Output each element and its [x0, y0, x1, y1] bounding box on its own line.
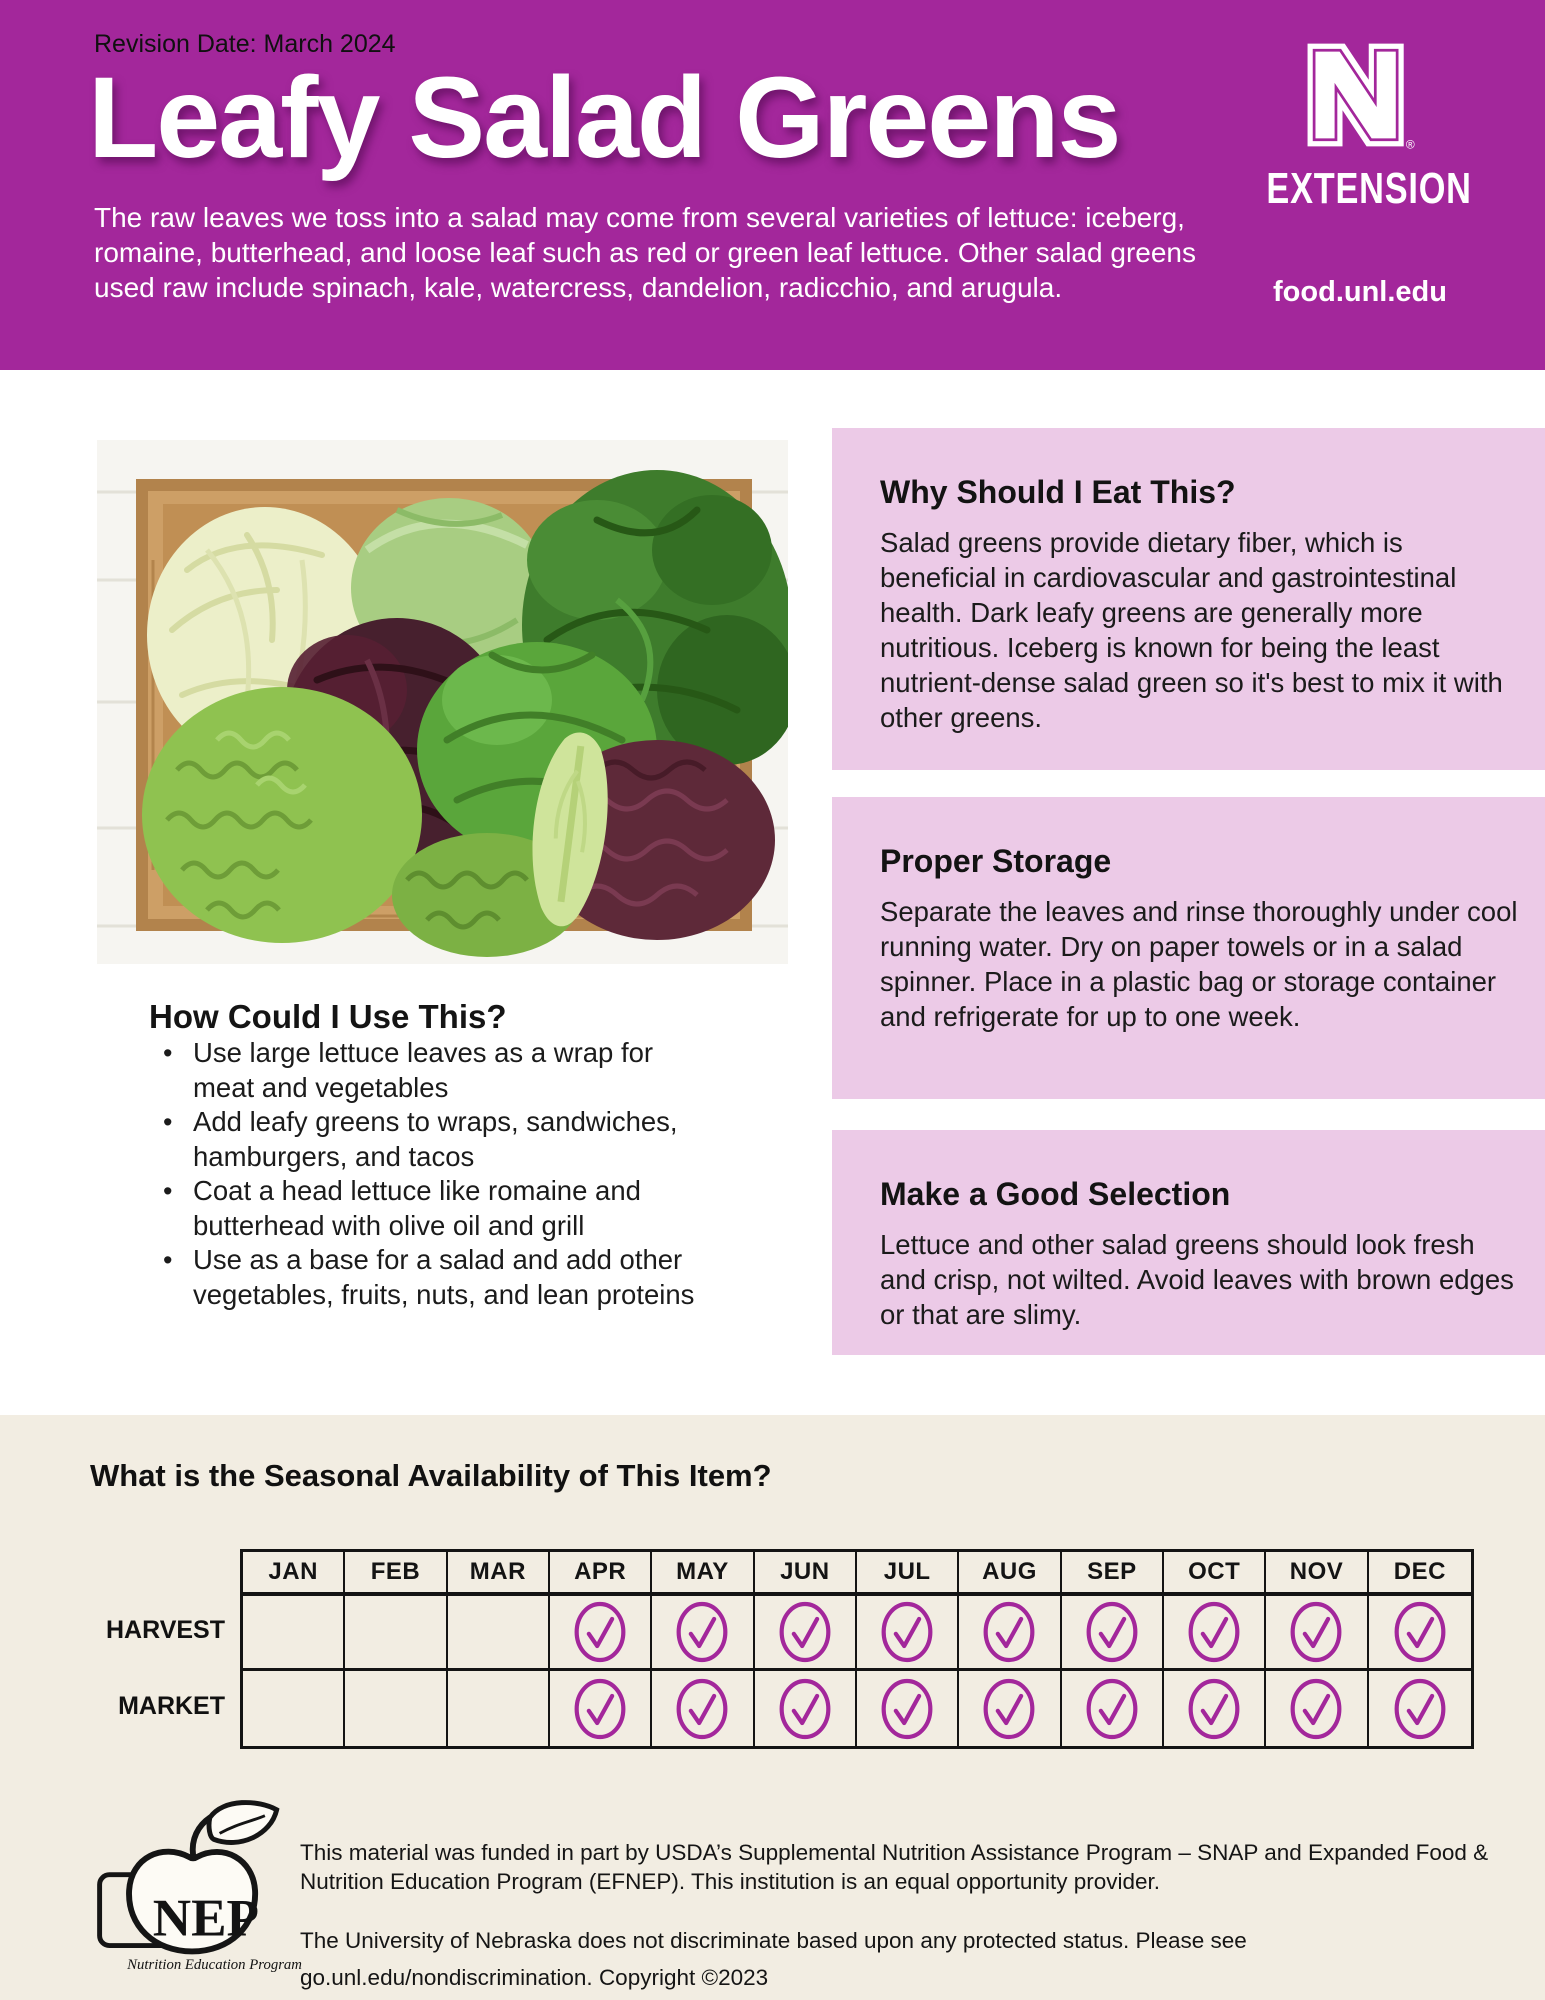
month-header-feb: FEB [345, 1552, 448, 1596]
harvest-cell-mar [447, 1596, 550, 1671]
romaine-heart [532, 732, 608, 927]
info-box-title: Why Should I Eat This? [880, 474, 1236, 510]
harvest-cell-jun [754, 1596, 857, 1671]
funding-statement: This material was funded in part by USDA… [300, 1840, 1489, 1894]
info-box-storage: Proper Storage Separate the leaves and r… [832, 797, 1545, 1099]
month-header-jan: JAN [243, 1552, 346, 1596]
market-cell-jan [243, 1671, 346, 1746]
nebraska-n-logo-icon: ® [1307, 43, 1415, 150]
market-cell-apr [550, 1671, 653, 1746]
month-header-apr: APR [550, 1552, 653, 1596]
page-title: Leafy Salad Greens [88, 54, 1121, 182]
check-icon [1188, 1601, 1240, 1663]
harvest-cell-oct [1164, 1596, 1267, 1671]
seasonal-table: JAN FEB MAR APR MAY JUN JUL AUG SEP OCT NOV DEC [240, 1549, 1474, 1749]
harvest-row-label: HARVEST [105, 1616, 225, 1644]
harvest-cell-sep [1061, 1596, 1164, 1671]
site-url: food.unl.edu [1273, 276, 1447, 308]
check-icon [1086, 1601, 1138, 1663]
check-icon [881, 1601, 933, 1663]
check-icon [1394, 1678, 1446, 1739]
header-band: Revision Date: March 2024 Leafy Salad Gr… [0, 0, 1545, 370]
market-cell-dec [1369, 1671, 1471, 1746]
usage-bullet: Use as a base for a salad and add other … [149, 1243, 701, 1312]
check-icon [574, 1601, 626, 1663]
month-header-sep: SEP [1061, 1552, 1164, 1596]
harvest-cell-jan [243, 1596, 346, 1671]
market-cell-jul [857, 1671, 960, 1746]
frisee-lettuce [142, 687, 422, 943]
seasonal-heading: What is the Seasonal Availability of Thi… [90, 1458, 772, 1493]
info-box-body: Separate the leaves and rinse thoroughly… [880, 896, 1518, 1032]
market-cell-may [652, 1671, 755, 1746]
check-icon [677, 1678, 728, 1739]
check-icon [1086, 1678, 1138, 1739]
harvest-cell-may [652, 1596, 755, 1671]
month-header-nov: NOV [1266, 1552, 1369, 1596]
month-header-oct: OCT [1164, 1552, 1267, 1596]
market-cell-sep [1062, 1671, 1164, 1746]
month-header-aug: AUG [959, 1552, 1062, 1596]
market-cell-oct [1164, 1671, 1267, 1746]
month-header-jul: JUL [857, 1552, 960, 1596]
month-header-dec: DEC [1368, 1552, 1471, 1596]
brand-block: ® EXTENSION food.unl.edu [1240, 40, 1480, 309]
usage-bullet: Coat a head lettuce like romaine and but… [149, 1174, 701, 1243]
harvest-cell-dec [1368, 1596, 1471, 1671]
check-icon [984, 1601, 1035, 1663]
nep-acronym: NEP [153, 1890, 259, 1948]
market-cell-nov [1266, 1671, 1369, 1746]
info-box-body: Lettuce and other salad greens should lo… [880, 1229, 1514, 1330]
extension-label: EXTENSION [1266, 164, 1472, 213]
info-box-body: Salad greens provide dietary fiber, whic… [880, 527, 1503, 733]
market-cell-jun [755, 1671, 857, 1746]
market-row-label: MARKET [118, 1692, 225, 1720]
usage-bullet: Add leafy greens to wraps, sandwiches, h… [149, 1105, 701, 1174]
check-icon [881, 1678, 933, 1739]
nondiscrimination-statement: The University of Nebraska does not disc… [300, 1928, 1247, 1990]
intro-text: The raw leaves we toss into a salad may … [94, 202, 1197, 303]
check-icon [779, 1678, 831, 1739]
check-icon [677, 1601, 728, 1663]
footer-text: This material was funded in part by USDA… [300, 1838, 1490, 1996]
check-icon [984, 1678, 1035, 1739]
month-header-may: MAY [652, 1552, 755, 1596]
registered-mark: ® [1406, 138, 1415, 150]
nep-caption: Nutrition Education Program [126, 1957, 302, 1973]
harvest-cell-aug [959, 1596, 1062, 1671]
usage-list: Use large lettuce leaves as a wrap for m… [149, 1036, 701, 1312]
harvest-cell-nov [1266, 1596, 1369, 1671]
market-cell-aug [959, 1671, 1062, 1746]
usage-bullet: Use large lettuce leaves as a wrap for m… [149, 1036, 701, 1105]
harvest-cell-apr [550, 1596, 653, 1671]
check-icon [1394, 1601, 1446, 1663]
salad-greens-photo [97, 440, 788, 964]
month-header-jun: JUN [754, 1552, 857, 1596]
check-icon [1291, 1678, 1342, 1739]
usage-heading: How Could I Use This? [149, 998, 507, 1035]
check-icon [779, 1601, 831, 1663]
info-box-why-eat: Why Should I Eat This? Salad greens prov… [832, 428, 1545, 770]
check-icon [574, 1678, 626, 1739]
harvest-cell-jul [857, 1596, 960, 1671]
info-box-title: Make a Good Selection [880, 1176, 1231, 1212]
month-header-mar: MAR [447, 1552, 550, 1596]
info-box-selection: Make a Good Selection Lettuce and other … [832, 1130, 1545, 1355]
check-icon [1188, 1678, 1240, 1739]
market-cell-mar [448, 1671, 550, 1746]
info-box-title: Proper Storage [880, 843, 1112, 879]
revision-date: Revision Date: March 2024 [94, 30, 396, 58]
check-icon [1291, 1601, 1342, 1663]
harvest-cell-feb [345, 1596, 448, 1671]
nep-logo-icon: NEP Nutrition Education Program [97, 1800, 302, 1973]
market-cell-feb [345, 1671, 448, 1746]
